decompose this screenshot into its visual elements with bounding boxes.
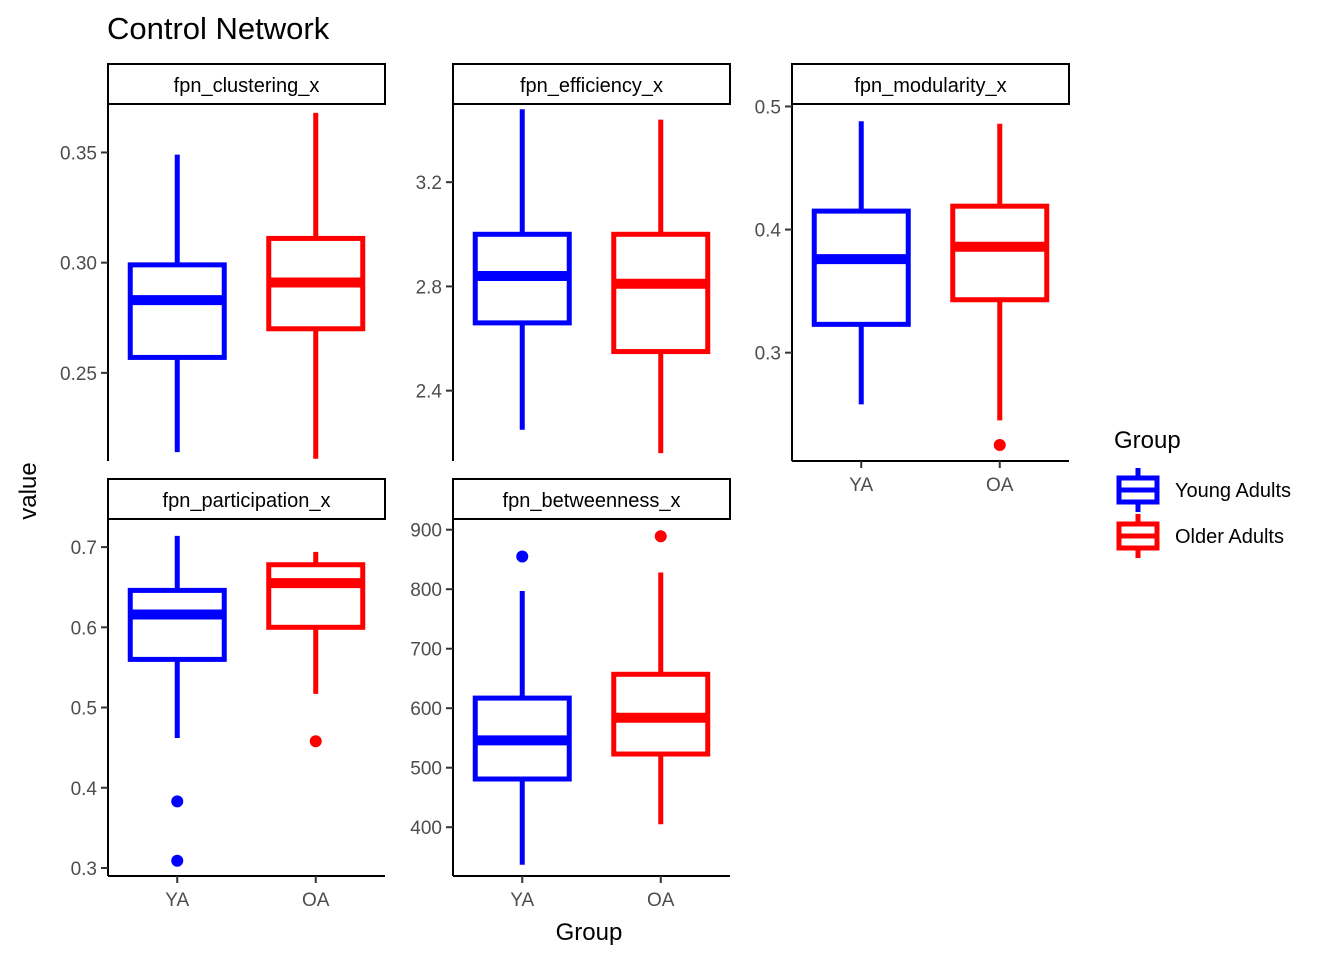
legend-title: Group bbox=[1114, 427, 1181, 454]
box-YA bbox=[127, 154, 227, 453]
box-OA bbox=[266, 112, 366, 459]
strip-box bbox=[452, 63, 731, 105]
box-iqr bbox=[266, 562, 366, 630]
x-tick-label: OA bbox=[986, 475, 1014, 496]
strip-box bbox=[791, 63, 1070, 105]
outlier-point bbox=[993, 438, 1006, 451]
facet-panels: fpn_clustering_x 0.25 0.30 0.35 fpn_efficien… bbox=[60, 63, 1070, 911]
y-tick-label: 0.4 bbox=[71, 779, 98, 800]
y-tick-label: 0.7 bbox=[71, 538, 97, 559]
outlier-point bbox=[516, 550, 529, 563]
y-tick-label: 3.2 bbox=[416, 173, 442, 194]
strip-box bbox=[107, 63, 386, 105]
panel-fpn_efficiency_x: fpn_efficiency_x 2.4 2.8 3.2 bbox=[416, 63, 731, 461]
box-iqr bbox=[950, 203, 1050, 303]
strip-label: fpn_betweenness_x bbox=[503, 490, 681, 512]
box-OA bbox=[611, 119, 711, 454]
box-YA bbox=[127, 535, 227, 867]
outlier-point bbox=[654, 530, 667, 543]
x-tick-label: OA bbox=[302, 890, 330, 911]
panel-fpn_participation_x: fpn_participation_x 0.3 0.4 0.5 0.6 0.7 YA OA bbox=[71, 478, 386, 911]
x-tick-label: YA bbox=[165, 890, 189, 911]
box-OA bbox=[611, 530, 711, 825]
y-tick-label: 0.3 bbox=[71, 859, 97, 880]
box-YA bbox=[472, 109, 572, 430]
x-tick-label: YA bbox=[510, 890, 534, 911]
x-tick-label: OA bbox=[647, 890, 675, 911]
y-tick-label: 600 bbox=[410, 699, 442, 720]
strip-label: fpn_clustering_x bbox=[174, 75, 320, 97]
y-axis-title: value bbox=[15, 462, 42, 519]
y-tick-label: 0.25 bbox=[60, 364, 97, 385]
legend: Group Young Adults Older Adults bbox=[1114, 427, 1291, 558]
y-tick-label: 500 bbox=[410, 759, 442, 780]
panel-fpn_clustering_x: fpn_clustering_x 0.25 0.30 0.35 bbox=[60, 63, 386, 461]
box-iqr bbox=[127, 262, 227, 360]
outlier-point bbox=[171, 795, 184, 808]
chart-title: Control Network bbox=[107, 11, 330, 46]
panel-fpn_modularity_x: fpn_modularity_x 0.3 0.4 0.5 YA OA bbox=[755, 63, 1070, 496]
legend-key bbox=[1116, 468, 1160, 512]
legend-key bbox=[1116, 514, 1160, 558]
y-tick-label: 400 bbox=[410, 818, 442, 839]
box-iqr bbox=[127, 587, 227, 662]
strip-label: fpn_participation_x bbox=[163, 490, 331, 512]
strip-label: fpn_efficiency_x bbox=[520, 75, 663, 97]
legend-label: Older Adults bbox=[1175, 526, 1284, 548]
y-tick-label: 0.4 bbox=[755, 221, 782, 242]
box-OA bbox=[950, 123, 1050, 451]
box-YA bbox=[472, 550, 572, 865]
y-tick-label: 800 bbox=[410, 580, 442, 601]
y-tick-label: 0.30 bbox=[60, 254, 97, 275]
panel-fpn_betweenness_x: fpn_betweenness_x 400 500 600 700 800 900 YA OA bbox=[410, 478, 731, 911]
box-OA bbox=[266, 551, 366, 748]
y-tick-label: 0.5 bbox=[755, 97, 781, 118]
y-tick-label: 0.6 bbox=[71, 618, 97, 639]
legend-label: Young Adults bbox=[1175, 480, 1291, 502]
y-tick-label: 700 bbox=[410, 640, 442, 661]
y-tick-label: 900 bbox=[410, 521, 442, 542]
y-tick-label: 2.4 bbox=[416, 382, 443, 403]
y-tick-label: 0.5 bbox=[71, 699, 97, 720]
outlier-point bbox=[309, 735, 322, 748]
outlier-point bbox=[171, 854, 184, 867]
y-tick-label: 0.35 bbox=[60, 143, 97, 164]
box-YA bbox=[811, 121, 911, 405]
box-iqr bbox=[611, 231, 711, 355]
strip-box bbox=[452, 478, 731, 520]
y-tick-label: 2.8 bbox=[416, 277, 442, 298]
box-iqr bbox=[811, 208, 911, 327]
x-tick-label: YA bbox=[849, 475, 873, 496]
x-axis-title: Group bbox=[556, 919, 623, 946]
strip-box bbox=[107, 478, 386, 520]
strip-label: fpn_modularity_x bbox=[854, 75, 1006, 97]
y-tick-label: 0.3 bbox=[755, 344, 781, 365]
